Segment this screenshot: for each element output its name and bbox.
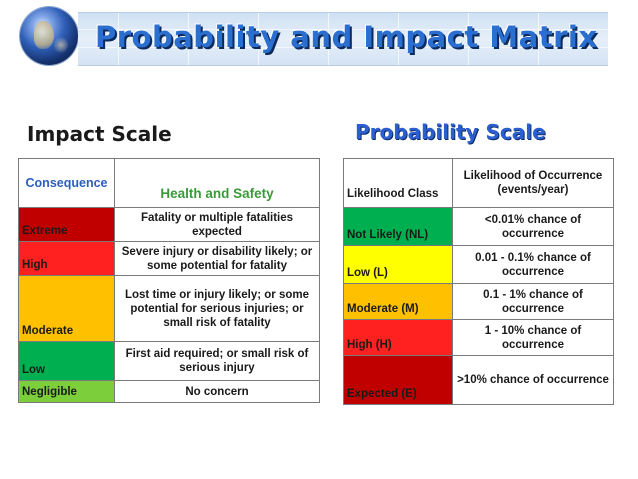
table-row: Extreme Fatality or multiple fatalities … — [18, 207, 320, 242]
impact-scale-table: Consequence Health and Safety Extreme Fa… — [18, 158, 320, 403]
probability-scale-table: Likelihood Class Likelihood of Occurrenc… — [343, 158, 614, 405]
prob-level-high: High (H) — [343, 319, 453, 356]
impact-level-low: Low — [18, 341, 115, 381]
table-row: Not Likely (NL) <0.01% chance of occurre… — [343, 207, 614, 246]
title-banner — [78, 12, 608, 66]
prob-level-not-likely: Not Likely (NL) — [343, 207, 453, 246]
impact-desc-low: First aid required; or small risk of ser… — [114, 341, 320, 381]
impact-level-moderate: Moderate — [18, 275, 115, 342]
prob-desc-expected: >10% chance of occurrence — [452, 355, 614, 405]
probability-scale-title: Probability Scale — [355, 120, 546, 144]
prob-level-expected: Expected (E) — [343, 355, 453, 405]
prob-desc-high: 1 - 10% chance of occurrence — [452, 319, 614, 356]
table-row: High Severe injury or disability likely;… — [18, 241, 320, 276]
impact-desc-high: Severe injury or disability likely; or s… — [114, 241, 320, 276]
impact-level-extreme: Extreme — [18, 207, 115, 242]
prob-level-low: Low (L) — [343, 245, 453, 284]
prob-desc-low: 0.01 - 0.1% chance of occurrence — [452, 245, 614, 284]
table-row: Moderate Lost time or injury likely; or … — [18, 275, 320, 342]
table-row: Low (L) 0.01 - 0.1% chance of occurrence — [343, 245, 614, 284]
prob-header-likelihood-class: Likelihood Class — [343, 158, 453, 208]
page-title: Probability and Impact Matrix — [95, 20, 598, 54]
prob-level-moderate: Moderate (M) — [343, 283, 453, 320]
table-row: High (H) 1 - 10% chance of occurrence — [343, 319, 614, 356]
impact-desc-negligible: No concern — [114, 380, 320, 403]
table-row: Expected (E) >10% chance of occurrence — [343, 355, 614, 405]
impact-header-consequence: Consequence — [18, 158, 115, 208]
prob-desc-moderate: 0.1 - 1% chance of occurrence — [452, 283, 614, 320]
table-row: Negligible No concern — [18, 380, 320, 403]
impact-desc-extreme: Fatality or multiple fatalities expected — [114, 207, 320, 242]
globe-icon — [20, 7, 78, 65]
table-row: Moderate (M) 0.1 - 1% chance of occurren… — [343, 283, 614, 320]
impact-scale-title: Impact Scale — [27, 122, 172, 146]
table-row: Low First aid required; or small risk of… — [18, 341, 320, 381]
impact-level-negligible: Negligible — [18, 380, 115, 403]
impact-level-high: High — [18, 241, 115, 276]
impact-header-health-safety: Health and Safety — [114, 158, 320, 208]
impact-desc-moderate: Lost time or injury likely; or some pote… — [114, 275, 320, 342]
prob-header-likelihood-occurrence: Likelihood of Occurrence (events/year) — [452, 158, 614, 208]
prob-desc-not-likely: <0.01% chance of occurrence — [452, 207, 614, 246]
